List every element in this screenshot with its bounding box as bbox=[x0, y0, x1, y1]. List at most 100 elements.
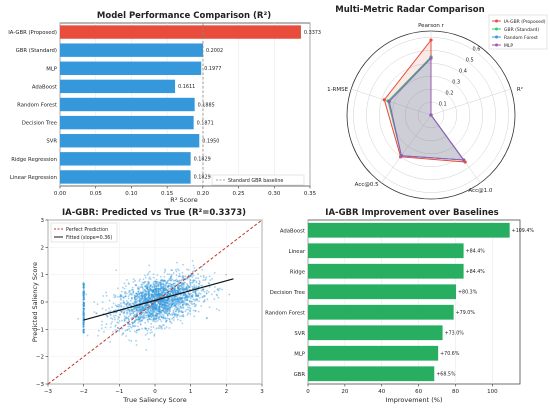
scatter-point bbox=[171, 292, 174, 294]
scatter-point bbox=[155, 291, 158, 294]
scatter-point bbox=[153, 307, 156, 309]
scatter-point bbox=[169, 293, 172, 296]
scatter-point bbox=[138, 318, 141, 321]
r2-x-tick-label: 0.15 bbox=[161, 191, 174, 197]
scatter-point bbox=[166, 313, 169, 316]
scatter-point bbox=[174, 279, 177, 282]
scatter-point bbox=[123, 319, 126, 322]
scatter-point bbox=[169, 306, 172, 309]
scatter-point bbox=[117, 326, 119, 329]
scatter-point bbox=[157, 306, 159, 308]
scatter-point bbox=[166, 285, 169, 288]
scatter-point bbox=[155, 317, 158, 320]
scatter-point bbox=[186, 277, 189, 280]
scatter-point bbox=[194, 290, 196, 293]
scatter-point bbox=[191, 295, 194, 298]
radar-r-tick-label: 0.2 bbox=[446, 90, 454, 96]
scatter-point bbox=[152, 293, 154, 296]
scatter-point bbox=[122, 296, 125, 299]
scatter-point bbox=[143, 299, 146, 302]
scatter-point bbox=[130, 297, 133, 300]
scatter-point bbox=[174, 310, 177, 313]
scatter-point bbox=[146, 311, 149, 313]
scatter-point bbox=[174, 295, 177, 298]
scatter-point bbox=[156, 293, 158, 296]
scatter-point bbox=[152, 314, 155, 317]
r2-legend: Standard GBR baseline bbox=[211, 174, 305, 186]
improvement-x-tick-label: 60 bbox=[415, 389, 422, 395]
r2-value-label: 0.2002 bbox=[206, 48, 223, 54]
scatter-point bbox=[156, 293, 159, 295]
scatter-point bbox=[146, 300, 149, 303]
scatter-point bbox=[201, 296, 204, 299]
scatter-point bbox=[167, 307, 170, 310]
scatter-point bbox=[160, 293, 163, 295]
scatter-point bbox=[162, 288, 165, 291]
scatter-point bbox=[182, 287, 185, 290]
scatter-point bbox=[148, 286, 150, 289]
scatter-point bbox=[180, 306, 183, 309]
scatter-point bbox=[166, 299, 169, 302]
scatter-point bbox=[133, 330, 136, 333]
scatter-point bbox=[163, 292, 166, 294]
scatter-point bbox=[144, 304, 146, 307]
scatter-point bbox=[117, 305, 120, 308]
scatter-point bbox=[143, 299, 145, 302]
scatter-point bbox=[127, 295, 130, 298]
scatter-point bbox=[177, 313, 180, 316]
scatter-point bbox=[159, 300, 161, 302]
scatter-point bbox=[136, 297, 139, 300]
scatter-point bbox=[177, 303, 180, 306]
scatter-point bbox=[152, 305, 155, 307]
scatter-point bbox=[155, 293, 158, 296]
scatter-legend-label: Perfect Prediction bbox=[66, 227, 108, 233]
scatter-point bbox=[160, 302, 163, 304]
scatter-point bbox=[164, 327, 166, 330]
scatter-point bbox=[154, 290, 156, 293]
scatter-point bbox=[152, 289, 155, 292]
scatter-y-tick-label: −1 bbox=[36, 327, 44, 333]
scatter-point bbox=[155, 304, 158, 307]
scatter-x-axis-label: True Saliency Score bbox=[122, 396, 186, 404]
scatter-point bbox=[150, 284, 153, 287]
scatter-point bbox=[176, 280, 179, 283]
scatter-point bbox=[159, 308, 161, 310]
scatter-point bbox=[152, 294, 155, 297]
scatter-point bbox=[150, 288, 153, 291]
scatter-point bbox=[171, 303, 174, 306]
r2-category-label: Ridge Regression bbox=[11, 157, 57, 163]
improvement-x-tick-label: 40 bbox=[378, 389, 385, 395]
scatter-point bbox=[202, 288, 204, 291]
scatter-point bbox=[175, 294, 177, 297]
scatter-point bbox=[169, 306, 171, 309]
scatter-point bbox=[164, 301, 167, 304]
scatter-point bbox=[158, 305, 161, 308]
scatter-point bbox=[176, 285, 179, 288]
scatter-point bbox=[119, 313, 122, 316]
scatter-point bbox=[164, 302, 167, 305]
scatter-point bbox=[140, 306, 143, 309]
scatter-point bbox=[189, 275, 192, 278]
scatter-point bbox=[165, 289, 168, 292]
scatter-point bbox=[176, 299, 179, 301]
scatter-point bbox=[153, 298, 156, 301]
scatter-point bbox=[116, 287, 119, 290]
scatter-point bbox=[160, 290, 162, 293]
scatter-point bbox=[138, 315, 141, 318]
r2-value-label: 0.3373 bbox=[304, 30, 321, 36]
scatter-point bbox=[152, 313, 154, 316]
scatter-point bbox=[105, 314, 108, 317]
scatter-point bbox=[160, 287, 163, 290]
scatter-point bbox=[124, 303, 126, 305]
scatter-point bbox=[146, 285, 149, 288]
scatter-point bbox=[153, 333, 156, 336]
scatter-point bbox=[175, 301, 178, 303]
scatter-point bbox=[134, 302, 137, 305]
scatter-point bbox=[144, 321, 147, 324]
scatter-point bbox=[155, 306, 157, 309]
scatter-point bbox=[168, 278, 171, 280]
scatter-point bbox=[123, 310, 126, 313]
scatter-point bbox=[124, 295, 127, 298]
scatter-point bbox=[148, 291, 151, 294]
scatter-point bbox=[158, 294, 161, 296]
